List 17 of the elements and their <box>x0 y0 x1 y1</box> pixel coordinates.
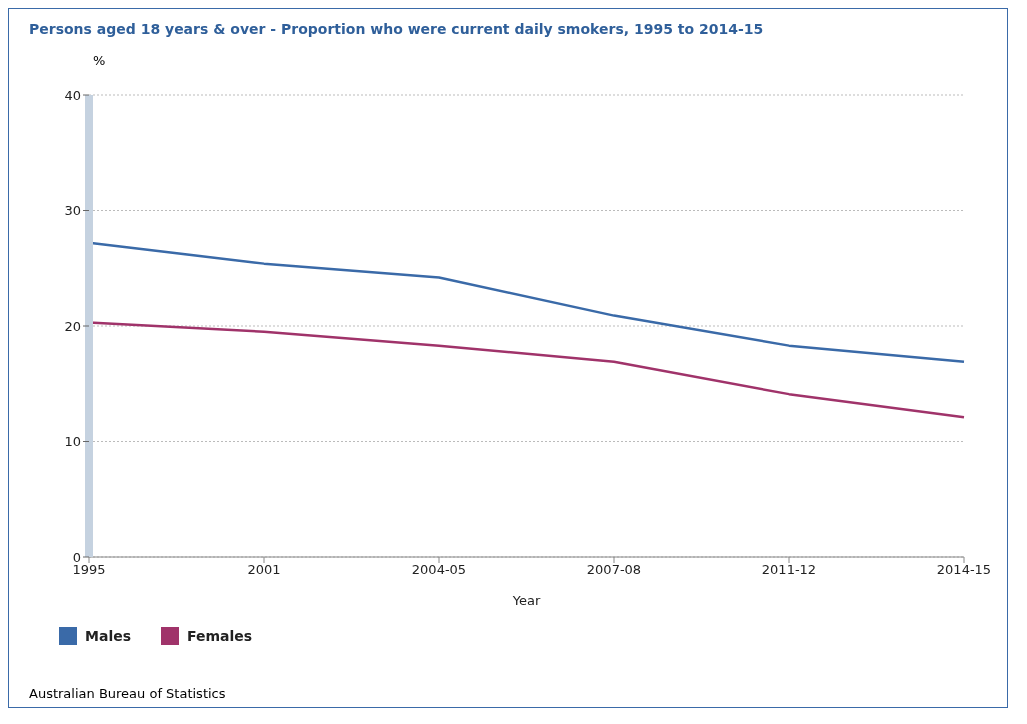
y-tick-label: 20 <box>64 318 81 334</box>
legend-label: Females <box>187 628 253 644</box>
text: Australian Bureau of Statistics <box>29 686 226 701</box>
y-tick-label: 0 <box>72 549 81 565</box>
chart-title: Persons aged 18 years & over - Proportion who were current daily smokers, 1995 to 2014-15 <box>29 21 764 37</box>
x-tick-label: 2004-05 <box>411 562 467 578</box>
y-tick-label: 30 <box>64 203 81 219</box>
x-tick-label: 2001 <box>247 562 281 578</box>
y-axis-title: % <box>93 53 106 68</box>
x-tick-label: 2011-12 <box>761 562 817 578</box>
y-tick-label: 40 <box>64 87 81 103</box>
legend-label: Males <box>85 628 132 644</box>
x-axis-title: Year <box>511 593 541 608</box>
x-tick-label: 2014-15 <box>936 562 992 578</box>
x-tick-label: 2007-08 <box>586 562 642 578</box>
y-tick-label: 10 <box>64 434 81 450</box>
x-tick-label: 1995 <box>72 562 106 578</box>
